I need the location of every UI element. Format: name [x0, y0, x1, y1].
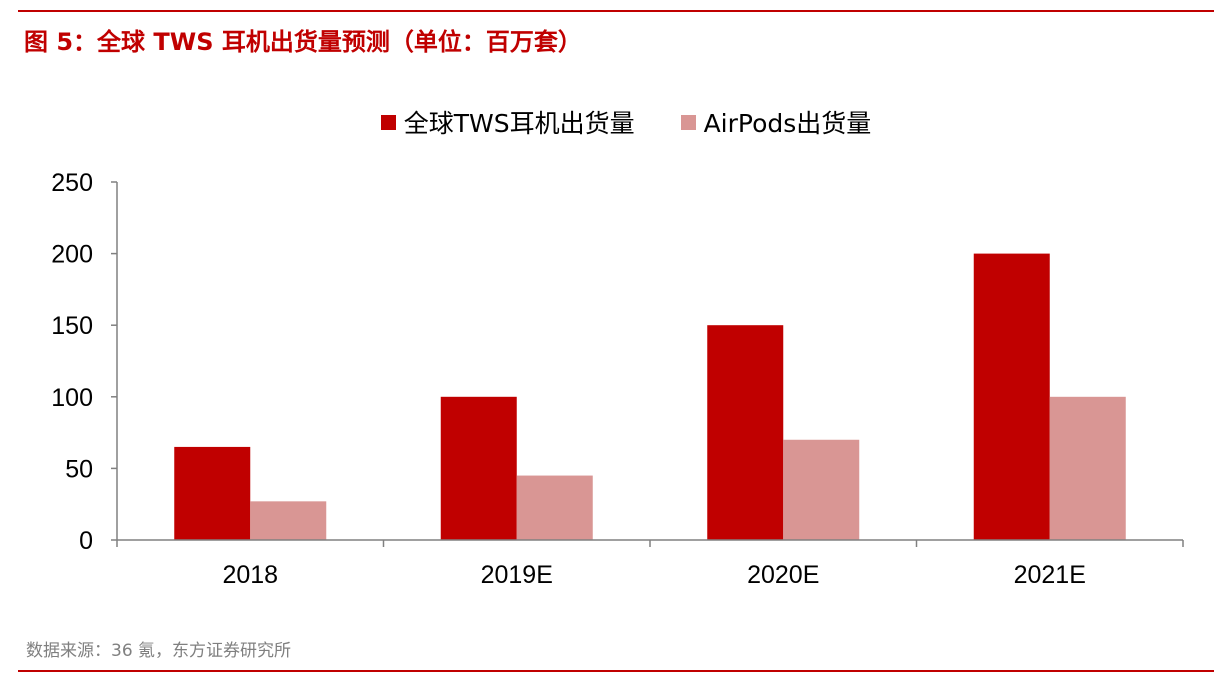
figure-title: 图 5：全球 TWS 耳机出货量预测（单位：百万套） [24, 28, 582, 56]
x-tick-label-2019E: 2019E [481, 561, 553, 589]
legend-item-tws: 全球TWS耳机出货量 [380, 104, 635, 140]
x-tick-label-2021E: 2021E [1014, 561, 1086, 589]
y-tick-label-50: 50 [65, 455, 93, 483]
legend-item-airpods: AirPods出货量 [680, 104, 872, 140]
legend-swatch-tws [380, 114, 396, 130]
bar-tws-2019E [440, 396, 517, 540]
bar-tws-2018 [174, 446, 251, 540]
bar-tws-2021E [973, 253, 1050, 540]
legend-swatch-airpods [680, 114, 696, 130]
y-tick-label-250: 250 [51, 169, 93, 197]
bar-airpods-2020E [783, 439, 860, 540]
y-tick-label-0: 0 [79, 527, 93, 555]
legend-label-airpods: AirPods出货量 [703, 109, 872, 138]
y-tick-label-100: 100 [51, 384, 93, 412]
bar-tws-2020E [707, 325, 784, 540]
bar-airpods-2018 [250, 501, 327, 540]
y-tick-label-150: 150 [51, 312, 93, 340]
chart-legend: 全球TWS耳机出货量 AirPods出货量 [0, 104, 1232, 140]
y-tick-label-200: 200 [51, 241, 93, 269]
data-source-note: 数据来源：36 氪，东方证券研究所 [26, 641, 292, 661]
x-tick-label-2020E: 2020E [747, 561, 819, 589]
axes-layer: 0 50 100 150 200 250 2018 2019E 2020E 2021E [51, 169, 1184, 589]
x-tick-label-2018: 2018 [222, 561, 278, 589]
legend-label-tws: 全球TWS耳机出货量 [403, 109, 635, 138]
bar-airpods-2019E [516, 475, 593, 540]
bars-layer [174, 253, 1126, 540]
top-rule [18, 10, 1214, 12]
bottom-rule [18, 670, 1214, 672]
bar-airpods-2021E [1049, 396, 1126, 540]
